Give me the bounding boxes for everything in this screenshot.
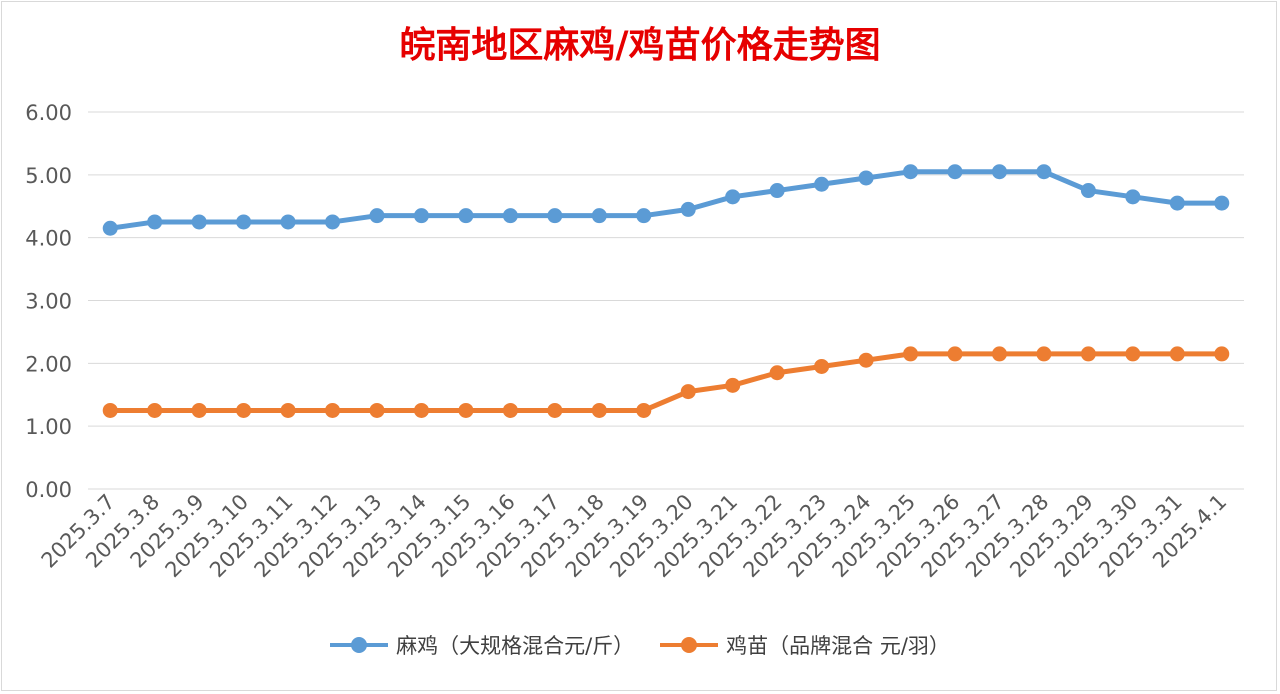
data-point bbox=[191, 402, 207, 418]
y-tick-label: 4.00 bbox=[25, 227, 72, 251]
data-point bbox=[947, 164, 963, 180]
chart-legend: 麻鸡（大规格混合元/斤） 鸡苗（品牌混合 元/羽） bbox=[0, 630, 1280, 660]
x-axis-tick-labels: 2025.3.72025.3.82025.3.92025.3.102025.3.… bbox=[37, 490, 1232, 583]
data-point bbox=[636, 402, 652, 418]
data-point bbox=[369, 402, 385, 418]
data-point bbox=[903, 346, 919, 362]
data-point bbox=[458, 402, 474, 418]
legend-swatch bbox=[330, 635, 389, 655]
data-point bbox=[680, 384, 696, 400]
data-point bbox=[1036, 164, 1052, 180]
data-point bbox=[413, 208, 429, 224]
data-point bbox=[1080, 346, 1096, 362]
legend-entry: 鸡苗（品牌混合 元/羽） bbox=[660, 630, 950, 660]
data-point bbox=[725, 189, 741, 205]
data-point bbox=[1125, 189, 1141, 205]
legend-label: 麻鸡（大规格混合元/斤） bbox=[396, 634, 635, 658]
data-point bbox=[280, 402, 296, 418]
data-point bbox=[769, 183, 785, 199]
data-point bbox=[369, 208, 385, 224]
legend-swatch bbox=[660, 635, 719, 655]
data-point bbox=[325, 214, 341, 230]
data-point bbox=[102, 402, 118, 418]
legend-entry: 麻鸡（大规格混合元/斤） bbox=[330, 630, 634, 660]
data-point bbox=[1214, 195, 1230, 211]
series-1 bbox=[102, 164, 1230, 236]
series-line bbox=[107, 351, 1225, 413]
data-point bbox=[991, 346, 1007, 362]
data-point bbox=[1169, 195, 1185, 211]
data-point bbox=[547, 402, 563, 418]
data-point bbox=[591, 208, 607, 224]
data-point bbox=[102, 220, 118, 236]
data-point bbox=[858, 170, 874, 186]
gridlines bbox=[88, 111, 1244, 490]
y-tick-label: 6.00 bbox=[25, 101, 72, 125]
data-point bbox=[1214, 346, 1230, 362]
data-point bbox=[147, 402, 163, 418]
data-point bbox=[991, 164, 1007, 180]
data-point bbox=[236, 402, 252, 418]
y-tick-label: 0.00 bbox=[25, 478, 72, 502]
data-point bbox=[858, 352, 874, 368]
data-point bbox=[1036, 346, 1052, 362]
data-point bbox=[636, 208, 652, 224]
y-tick-label: 2.00 bbox=[25, 352, 72, 376]
y-tick-label: 3.00 bbox=[25, 290, 72, 314]
data-series bbox=[102, 164, 1230, 418]
data-point bbox=[814, 176, 830, 192]
data-point bbox=[769, 365, 785, 381]
chart-title: 皖南地区麻鸡/鸡苗价格走势图 bbox=[399, 24, 881, 66]
y-tick-label: 5.00 bbox=[25, 164, 72, 188]
data-point bbox=[1125, 346, 1141, 362]
data-point bbox=[147, 214, 163, 230]
data-point bbox=[547, 208, 563, 224]
y-axis-tick-labels: 0.00 1.00 2.00 3.00 4.00 5.00 6.00 bbox=[25, 101, 72, 502]
legend-label: 鸡苗（品牌混合 元/羽） bbox=[726, 634, 950, 658]
data-point bbox=[325, 402, 341, 418]
data-point bbox=[591, 402, 607, 418]
y-tick-label: 1.00 bbox=[25, 415, 72, 439]
data-point bbox=[680, 201, 696, 217]
data-point bbox=[814, 358, 830, 374]
data-point bbox=[280, 214, 296, 230]
data-point bbox=[1169, 346, 1185, 362]
data-point bbox=[236, 214, 252, 230]
data-point bbox=[1080, 183, 1096, 199]
data-point bbox=[502, 402, 518, 418]
data-point bbox=[725, 377, 741, 393]
data-point bbox=[191, 214, 207, 230]
data-point bbox=[947, 346, 963, 362]
data-point bbox=[903, 164, 919, 180]
series-2 bbox=[102, 346, 1230, 418]
series-line bbox=[107, 169, 1225, 231]
data-point bbox=[502, 208, 518, 224]
data-point bbox=[413, 402, 429, 418]
data-point bbox=[458, 208, 474, 224]
